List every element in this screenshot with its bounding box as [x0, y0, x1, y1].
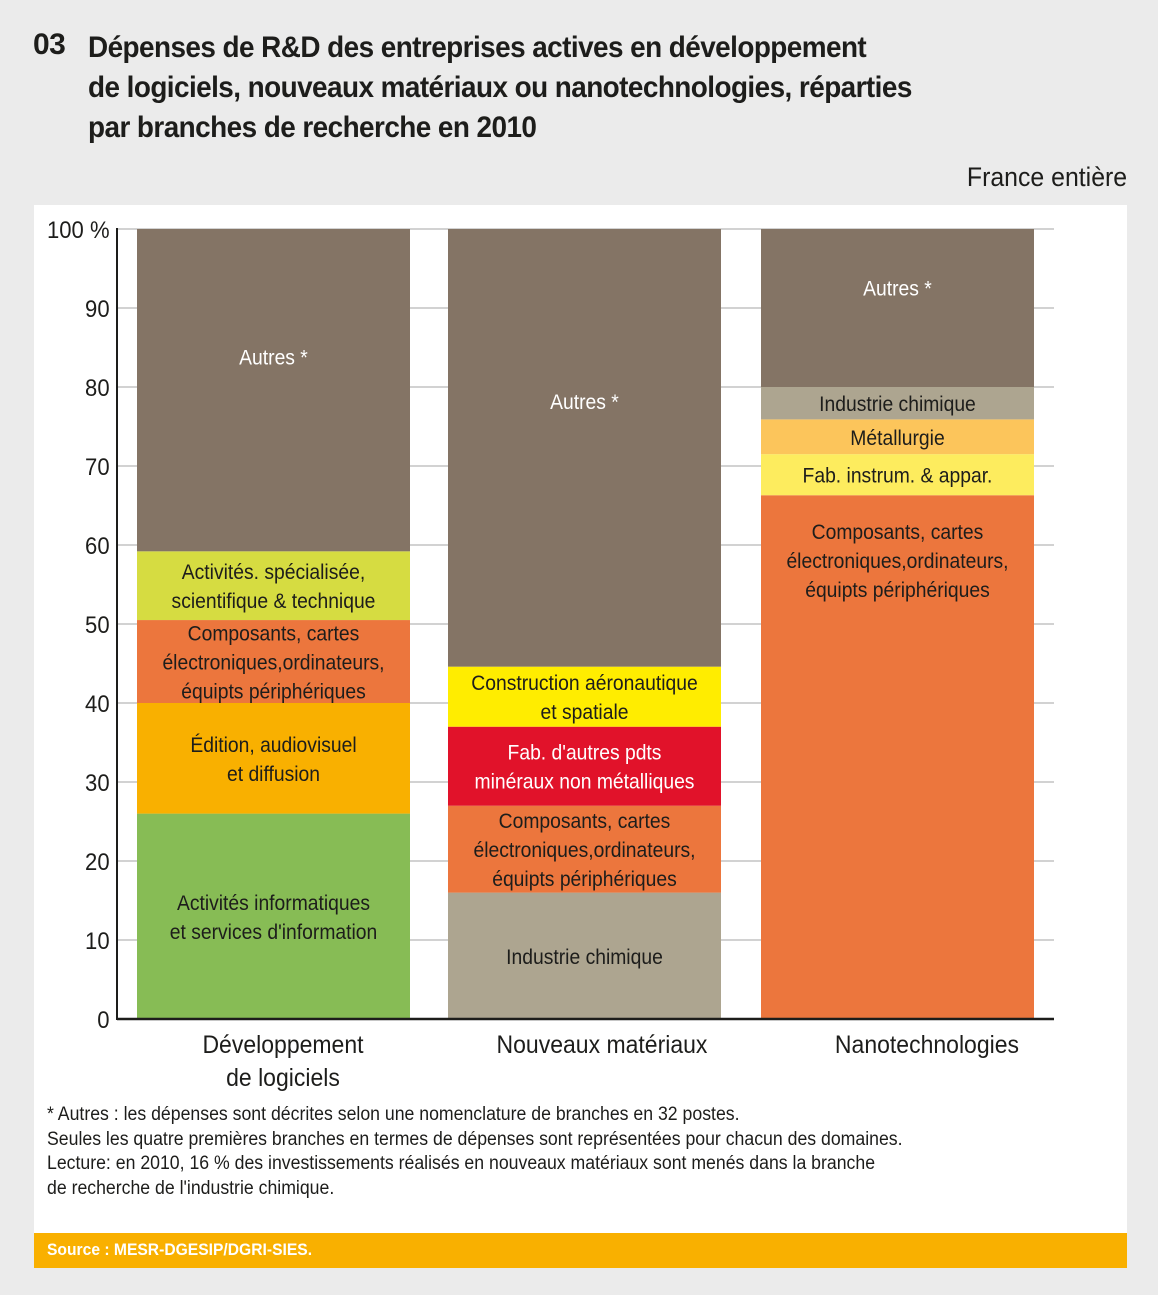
x-category-label: Développement: [202, 1031, 363, 1059]
footnote-line: Seules les quatre premières branches en …: [47, 1128, 903, 1150]
footnote-line: * Autres : les dépenses sont décrites se…: [47, 1104, 740, 1125]
source-bar: Source : MESR-DGESIP/DGRI-SIES.: [34, 1233, 1127, 1268]
bar-segment: [448, 805, 721, 893]
segment-label: Composants, cartes: [188, 623, 360, 646]
bar-segment: [448, 726, 721, 806]
segment-label: Autres *: [550, 391, 619, 414]
bar-segment: [137, 813, 410, 1019]
bar-segment: [761, 229, 1034, 387]
segment-label: Fab. instrum. & appar.: [803, 465, 993, 488]
segment-label: Métallurgie: [850, 427, 944, 450]
geographic-scope: France entière: [966, 162, 1127, 192]
bar-segment: [448, 666, 721, 727]
segment-label: équipts périphériques: [492, 868, 677, 891]
segment-label: Activités. spécialisée,: [182, 561, 365, 584]
title-line: de logiciels, nouveaux matériaux ou nano…: [88, 71, 912, 104]
y-tick-label: 0: [97, 1006, 109, 1033]
title-line: Dépenses de R&D des entreprises actives …: [88, 31, 867, 64]
segment-label: minéraux non métalliques: [475, 771, 695, 794]
y-tick-label: 30: [85, 769, 110, 796]
x-category-label: Nanotechnologies: [835, 1031, 1019, 1059]
y-tick-label: 10: [85, 927, 110, 954]
bar-segment: [448, 892, 721, 1019]
segment-label: Composants, cartes: [812, 522, 984, 545]
segment-label: électroniques,ordinateurs,: [162, 652, 384, 675]
bar-segment: [137, 551, 410, 621]
bar-segment: [761, 387, 1034, 420]
chart-title: Dépenses de R&D des entreprises actives …: [88, 28, 1018, 148]
x-category-label: Nouveaux matériaux: [497, 1031, 708, 1059]
footnote-line: Lecture: en 2010, 16 % des investissemen…: [47, 1153, 876, 1174]
segment-label: Industrie chimique: [506, 946, 663, 969]
y-tick-label: 80: [85, 374, 110, 401]
figure-number: 03: [33, 28, 66, 61]
y-tick-label: 40: [85, 690, 110, 717]
y-tick-label: 20: [85, 848, 110, 875]
bar-segment: [761, 419, 1034, 455]
y-tick-label: 60: [85, 532, 110, 559]
segment-label: Fab. d'autres pdts: [508, 742, 662, 765]
segment-label: électroniques,ordinateurs,: [473, 839, 695, 862]
segment-label: équipts périphériques: [805, 580, 990, 603]
segment-label: Industrie chimique: [819, 394, 976, 417]
stacked-bar-chart: 0 10 20 30 40 50 60 70 80 90 100 % Activités inform…: [47, 216, 1054, 1092]
segment-label: Construction aéronautique: [471, 672, 697, 695]
segment-label: et spatiale: [541, 701, 629, 724]
bar-segment: [761, 454, 1034, 496]
segment-label: scientifique & technique: [172, 590, 376, 613]
title-line: par branches de recherche en 2010: [88, 111, 537, 144]
bar-segment: [448, 229, 721, 667]
segment-label: Autres *: [239, 347, 308, 370]
segment-label: Composants, cartes: [499, 810, 671, 833]
segment-label: Édition, audiovisuel: [190, 733, 356, 757]
y-tick-label: 90: [85, 295, 110, 322]
footnotes: * Autres : les dépenses sont décrites se…: [47, 1103, 903, 1201]
bar-segment: [137, 229, 410, 552]
bar-segment: [137, 703, 410, 814]
x-category-label: de logiciels: [226, 1064, 340, 1092]
bar-segment: [137, 620, 410, 703]
footnote-line: de recherche de l'industrie chimique.: [47, 1177, 335, 1199]
y-tick-label: 70: [85, 453, 110, 480]
source-text: Source : MESR-DGESIP/DGRI-SIES.: [47, 1240, 313, 1259]
segment-label: et services d'information: [170, 921, 377, 944]
segment-label: et diffusion: [227, 763, 320, 786]
segment-label: Autres *: [863, 278, 932, 301]
y-tick-label: 50: [85, 611, 110, 638]
bar-segment: [761, 495, 1034, 1020]
segment-label: équipts périphériques: [181, 681, 366, 704]
segment-label: Activités informatiques: [177, 892, 370, 915]
y-tick-label: 100 %: [47, 216, 110, 243]
chart-panel: 0 10 20 30 40 50 60 70 80 90 100 % Activités inform…: [34, 205, 1127, 1268]
segment-label: électroniques,ordinateurs,: [786, 551, 1008, 574]
